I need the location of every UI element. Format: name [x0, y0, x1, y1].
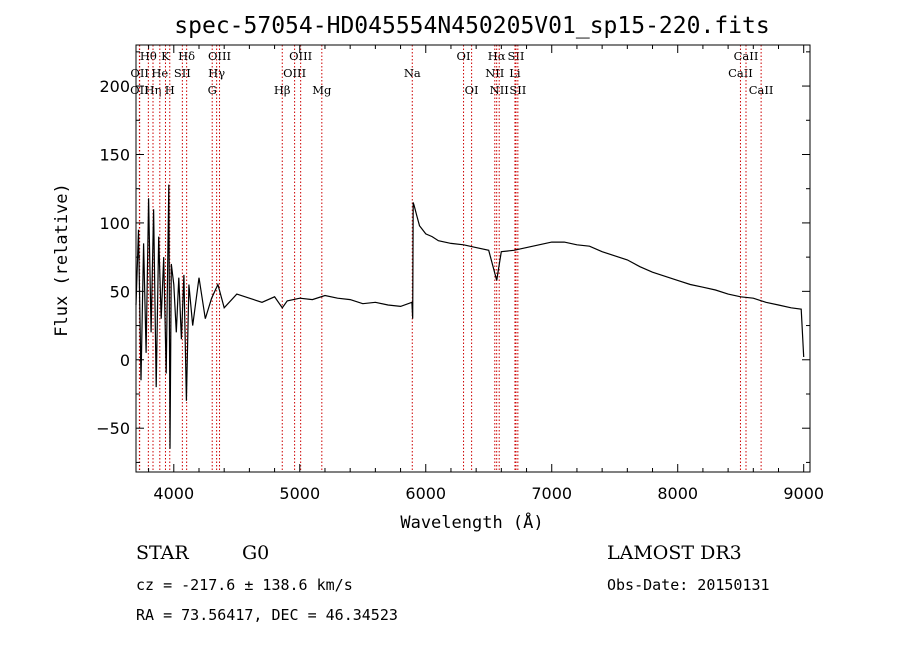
- spectral-line-label: Hθ: [140, 49, 157, 63]
- spectral-line-label: NII: [485, 66, 504, 80]
- y-axis-label: Flux (relative): [52, 183, 72, 337]
- spectral-line-label: OIII: [283, 66, 306, 80]
- spectral-line-label: OIII: [289, 49, 312, 63]
- spectral-line-label: Hα: [488, 49, 506, 63]
- spectral-line-label: OI: [457, 49, 471, 63]
- spectral-line-label: OI: [465, 83, 479, 97]
- y-axis-ticks: −50 0 50 100 150 200: [96, 51, 810, 463]
- spectral-line-label: Na: [404, 66, 421, 80]
- object-subclass: G0: [242, 542, 269, 564]
- spectral-line-label: Li: [509, 66, 521, 80]
- y-tick-label: −50: [96, 419, 130, 438]
- spectral-line-label: Mg: [312, 83, 332, 97]
- x-tick-label: 9000: [783, 484, 824, 503]
- spectral-line-label: CaII: [734, 49, 759, 63]
- spectral-line-label: NII: [490, 83, 509, 97]
- spectral-line-label: CaII: [728, 66, 753, 80]
- chart-title: spec-57054-HD045554N450205V01_sp15-220.f…: [174, 13, 769, 39]
- spectral-line-label: G: [208, 83, 217, 97]
- spectral-line-label: SII: [174, 66, 191, 80]
- x-axis-ticks: 4000 5000 6000 7000 8000 9000: [148, 45, 824, 503]
- spectral-line-label: OIII: [208, 49, 231, 63]
- spectral-line-label: CaII: [749, 83, 774, 97]
- x-tick-label: 8000: [657, 484, 698, 503]
- spectral-line-label: H: [165, 83, 175, 97]
- x-tick-label: 6000: [405, 484, 446, 503]
- spectral-line-label: Hβ: [274, 83, 291, 97]
- spectral-line-label: He: [151, 66, 168, 80]
- y-tick-label: 0: [120, 351, 130, 370]
- spectrum-line: [135, 184, 805, 449]
- spectral-line-label: SII: [507, 49, 524, 63]
- spectral-line-label: K: [161, 49, 170, 63]
- plot-frame: [135, 44, 811, 473]
- x-tick-label: 5000: [279, 484, 320, 503]
- spectral-line-label: OII: [130, 83, 149, 97]
- object-class: STAR: [136, 542, 189, 564]
- x-axis-label: Wavelength (Å): [400, 511, 543, 533]
- spectral-line-label: Hγ: [208, 66, 225, 80]
- spectrum-series: [135, 184, 805, 449]
- spectral-line-label: Hδ: [178, 49, 195, 63]
- y-tick-label: 200: [99, 77, 130, 96]
- spectral-line-markers: Hθ Hη He K H SII Hδ G Hγ OIII Hβ OIII OIII Mg Na OI OI NI…: [130, 45, 773, 472]
- x-tick-label: 4000: [153, 484, 194, 503]
- y-tick-label: 100: [99, 214, 130, 233]
- x-tick-label: 7000: [531, 484, 572, 503]
- redshift-text: cz = -217.6 ± 138.6 km/s: [136, 576, 353, 594]
- survey-name: LAMOST DR3: [607, 542, 742, 564]
- spectral-line-label: OII: [130, 66, 149, 80]
- coordinates-text: RA = 73.56417, DEC = 46.34523: [136, 606, 398, 624]
- obs-date-text: Obs-Date: 20150131: [607, 576, 770, 594]
- y-tick-label: 150: [99, 145, 130, 164]
- spectral-line-label: Hη: [145, 83, 162, 97]
- spectral-line-label: SII: [509, 83, 526, 97]
- y-tick-label: 50: [110, 282, 130, 301]
